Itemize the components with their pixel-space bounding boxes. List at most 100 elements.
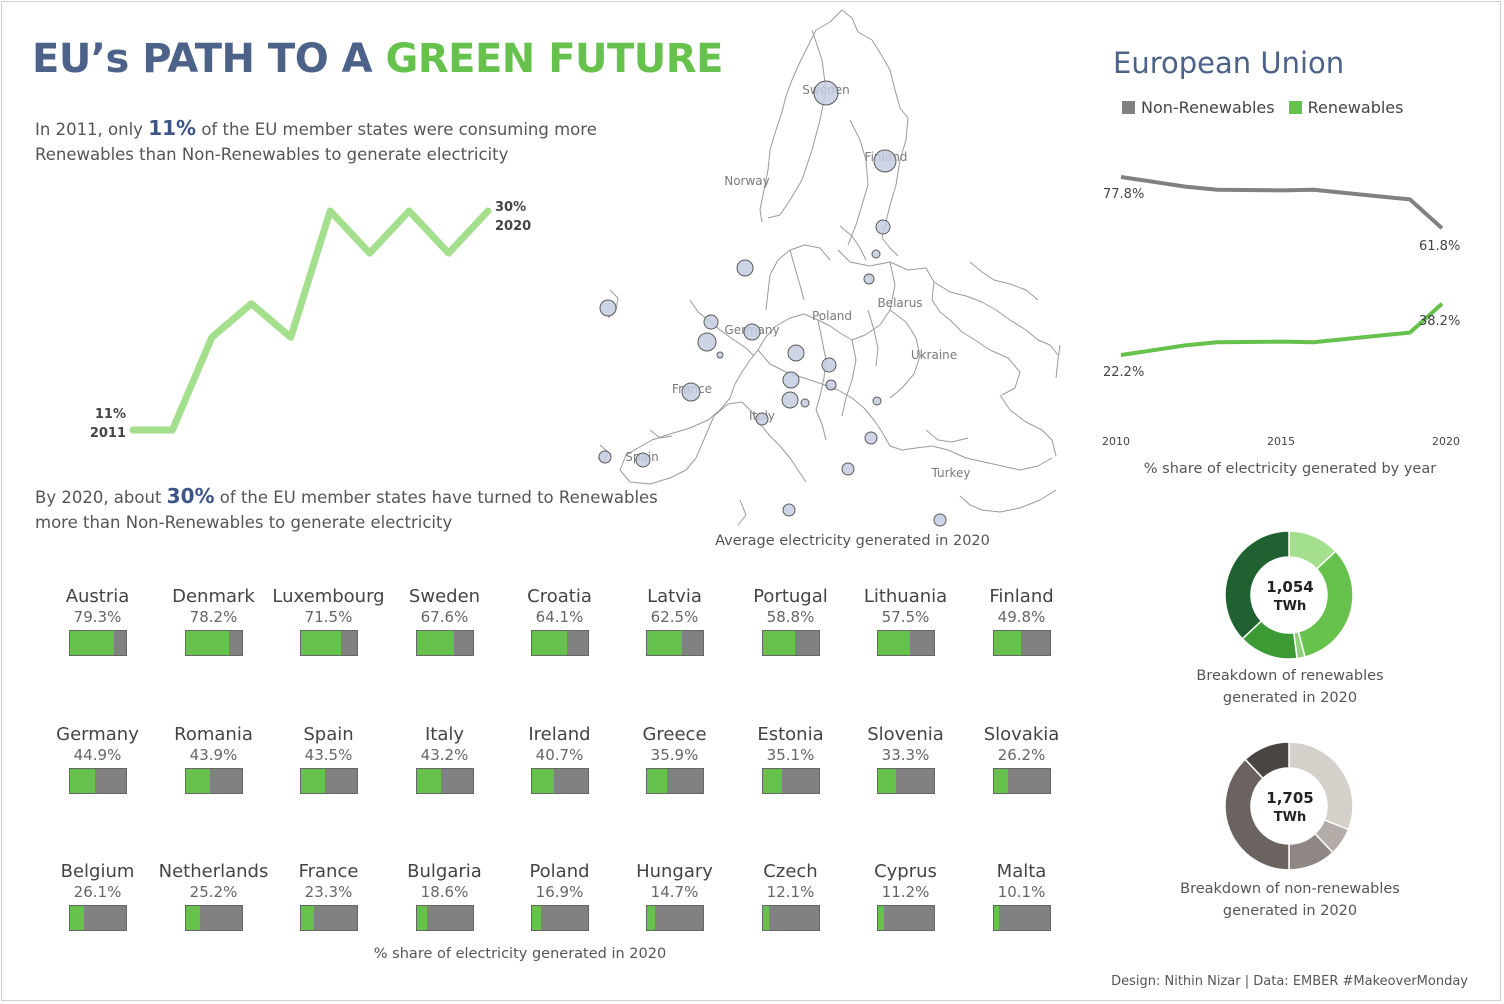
share-bar-renewables-fill (531, 631, 568, 655)
legend-item-renewables[interactable]: Renewables (1288, 98, 1403, 117)
map-label-poland: Poland (812, 309, 852, 323)
country-name: Latvia (647, 586, 702, 607)
country-tile[interactable]: Czech 12.1% (733, 861, 848, 931)
map-bubble[interactable] (875, 219, 891, 235)
map-bubble-finland[interactable] (873, 149, 897, 173)
map-bubble[interactable] (800, 398, 810, 408)
donut-slice[interactable] (1244, 741, 1290, 780)
map-bubble[interactable] (716, 351, 724, 359)
country-name: Slovenia (867, 724, 944, 745)
country-tile[interactable]: Poland 16.9% (502, 861, 617, 931)
map-bubble-germany[interactable] (743, 323, 761, 341)
map-bubble[interactable] (599, 299, 617, 317)
share-bar-renewables-fill (69, 906, 85, 930)
country-tile[interactable]: Slovenia 33.3% (848, 724, 963, 794)
country-renewable-share: 18.6% (420, 883, 469, 901)
legend-swatch-renewables (1288, 101, 1302, 114)
country-tile[interactable]: Austria 79.3% (40, 586, 155, 656)
country-tile[interactable]: Romania 43.9% (156, 724, 271, 794)
country-name: Bulgaria (407, 861, 482, 882)
map-bubble[interactable] (781, 391, 799, 409)
country-name: Spain (303, 724, 354, 745)
country-tile[interactable]: Greece 35.9% (617, 724, 732, 794)
country-tile[interactable]: Slovakia 26.2% (964, 724, 1079, 794)
country-tile[interactable]: Denmark 78.2% (156, 586, 271, 656)
country-name: Czech (763, 861, 818, 882)
donut-slice[interactable] (1224, 758, 1290, 871)
map-caption: Average electricity generated in 2020 (715, 533, 990, 549)
country-renewable-share: 43.2% (420, 746, 469, 764)
share-bar (299, 905, 358, 931)
country-tile[interactable]: Ireland 40.7% (502, 724, 617, 794)
map-label-ukraine: Ukraine (911, 348, 957, 362)
donut-slice[interactable] (1224, 530, 1290, 640)
donut-renewables-caption: Breakdown of renewables generated in 2020 (1150, 665, 1430, 709)
country-tile[interactable]: Italy 43.2% (387, 724, 502, 794)
country-tile[interactable]: Estonia 35.1% (733, 724, 848, 794)
country-tile[interactable]: Belgium 26.1% (40, 861, 155, 931)
map-bubble-france[interactable] (681, 382, 701, 402)
share-bar (761, 630, 820, 656)
map-label-belarus: Belarus (877, 296, 922, 310)
share-bar-renewables-fill (762, 631, 796, 655)
map-bubble[interactable] (871, 249, 881, 259)
donut-renewables-unit: TWh (1273, 599, 1307, 614)
country-tile[interactable]: Latvia 62.5% (617, 586, 732, 656)
country-name: Romania (174, 724, 253, 745)
map-bubble[interactable] (697, 332, 717, 352)
share-bar-renewables-fill (762, 769, 783, 793)
map-bubbles (598, 80, 947, 527)
map-bubble[interactable] (821, 357, 837, 373)
share-bar-renewables-fill (300, 631, 341, 655)
country-tile[interactable]: Croatia 64.1% (502, 586, 617, 656)
country-tile[interactable]: Luxembourg 71.5% (271, 586, 386, 656)
map-bubble-italy[interactable] (755, 412, 769, 426)
country-renewable-share: 43.9% (189, 746, 238, 764)
map-bubble-spain[interactable] (635, 452, 651, 468)
country-tile[interactable]: Germany 44.9% (40, 724, 155, 794)
map-bubble[interactable] (872, 396, 882, 406)
share-bar-renewables-fill (416, 906, 427, 930)
map-bubble[interactable] (841, 462, 855, 476)
share-bar-renewables-fill (185, 906, 200, 930)
country-renewable-share: 67.6% (420, 608, 469, 626)
trend-start-year: 2011 (89, 426, 126, 441)
legend-item-non-renewables[interactable]: Non-Renewables (1122, 98, 1275, 117)
country-tile[interactable]: Malta 10.1% (964, 861, 1079, 931)
country-tile[interactable]: Finland 49.8% (964, 586, 1079, 656)
country-renewable-share: 26.1% (73, 883, 122, 901)
map-bubble[interactable] (787, 344, 805, 362)
map-bubble[interactable] (736, 259, 754, 277)
country-tile[interactable]: Sweden 67.6% (387, 586, 502, 656)
share-bar (645, 630, 704, 656)
map-bubble[interactable] (863, 273, 875, 285)
eu-legend: Non-Renewables Renewables (1122, 98, 1403, 117)
legend-swatch-non-renewables (1122, 101, 1135, 114)
map-bubble[interactable] (825, 379, 837, 391)
country-tile[interactable]: Spain 43.5% (271, 724, 386, 794)
country-tile[interactable]: Lithuania 57.5% (848, 586, 963, 656)
trend-start-value: 11% (94, 407, 126, 422)
map-bubble[interactable] (782, 371, 800, 389)
map-bubble[interactable] (864, 431, 878, 445)
country-tile[interactable]: France 23.3% (271, 861, 386, 931)
share-bar (184, 768, 243, 794)
country-tile[interactable]: Cyprus 11.2% (848, 861, 963, 931)
country-renewable-share: 10.1% (997, 883, 1046, 901)
share-bar (299, 630, 358, 656)
map-bubble[interactable] (782, 503, 796, 517)
country-tile[interactable]: Bulgaria 18.6% (387, 861, 502, 931)
country-renewable-share: 16.9% (535, 883, 584, 901)
country-tile[interactable]: Hungary 14.7% (617, 861, 732, 931)
country-name: Sweden (408, 586, 481, 607)
share-bar-renewables-fill (877, 631, 910, 655)
country-tile[interactable]: Netherlands 25.2% (156, 861, 271, 931)
map-bubble[interactable] (598, 450, 612, 464)
map-bubble-sweden[interactable] (813, 80, 839, 106)
intro-2011-highlight: 11% (148, 116, 197, 140)
share-bar (68, 630, 127, 656)
map-bubble[interactable] (703, 314, 719, 330)
country-tile[interactable]: Portugal 58.8% (733, 586, 848, 656)
country-name: Lithuania (863, 586, 948, 607)
map-bubble[interactable] (933, 513, 947, 527)
